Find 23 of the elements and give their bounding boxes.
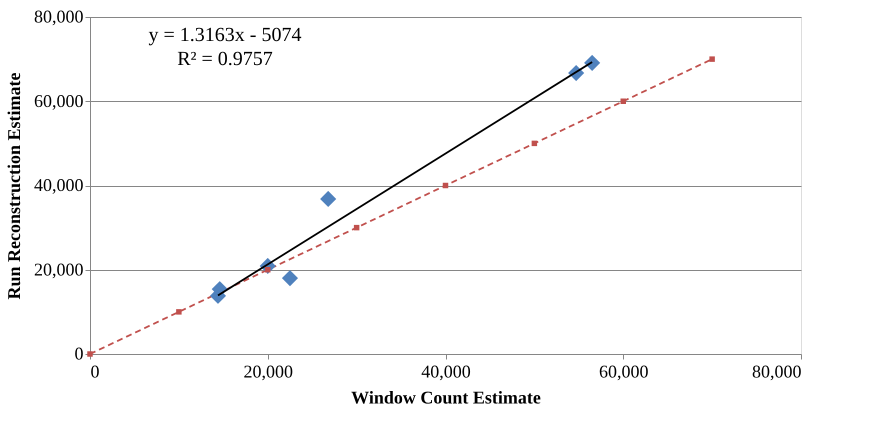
- point: [709, 56, 715, 62]
- y-tick-label: 0: [74, 344, 84, 364]
- annotation: R² = 0.9757: [177, 48, 273, 70]
- point: [282, 270, 298, 286]
- y-tick-label: 20,000: [34, 259, 84, 280]
- y-tick-label: 80,000: [34, 6, 84, 26]
- y-tick-label: 40,000: [34, 175, 84, 195]
- y-axis-title: Run Reconstruction Estimate: [4, 72, 24, 300]
- x-tick-label: 80,000: [752, 362, 802, 382]
- point: [584, 54, 600, 71]
- x-tick-label: 60,000: [599, 362, 648, 382]
- point: [265, 267, 270, 272]
- x-axis-title: Window Count Estimate: [351, 388, 541, 408]
- point: [176, 309, 182, 315]
- point: [320, 190, 336, 208]
- point: [532, 140, 538, 146]
- x-tick-label: 20,000: [244, 362, 293, 382]
- point: [620, 98, 626, 104]
- point: [354, 224, 360, 230]
- x-tick-label: 40,000: [421, 362, 471, 382]
- y-tick-label: 60,000: [34, 90, 84, 111]
- x-tick-label: 0: [90, 362, 100, 382]
- annotation: y = 1.3163x - 5074: [148, 24, 302, 46]
